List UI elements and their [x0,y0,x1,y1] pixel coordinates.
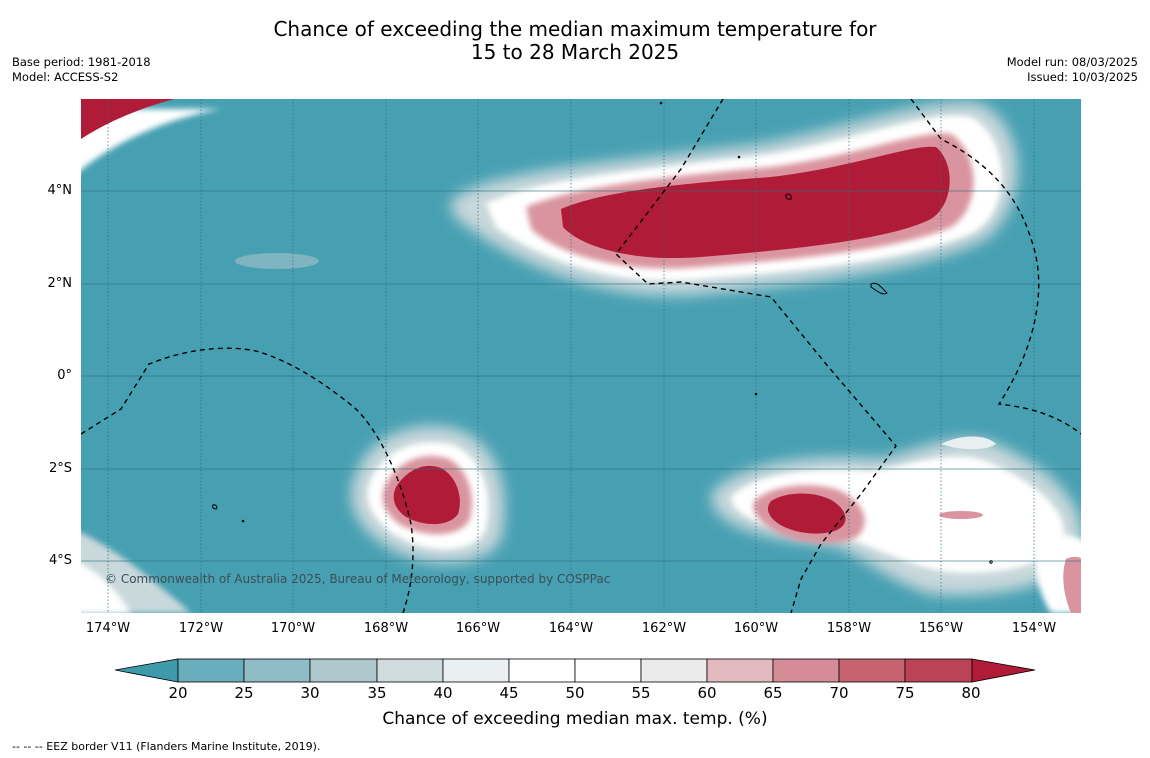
colorbar-bin [243,658,311,683]
lon-label-174w: 174°W [85,621,131,636]
colorbar-bin [442,658,510,683]
colorbar-bin [706,658,774,683]
colorbar-tick: 50 [565,684,585,702]
map-panel[interactable]: © Commonwealth of Australia 2025, Bureau… [81,99,1081,613]
issued-date: Issued: 10/03/2025 [1027,70,1138,84]
lon-label-162w: 162°W [641,621,687,636]
anomaly-region-southwest-corner [81,532,191,613]
anomaly-region-northeast [450,102,1018,296]
colorbar-bin [574,658,642,683]
colorbar-tick: 65 [763,684,783,702]
anomaly-region-northwest [81,99,221,171]
latitude-lines [81,190,1081,562]
title-line-2: 15 to 28 March 2025 [470,40,680,64]
colorbar-tick: 25 [234,684,254,702]
colorbar-bin [838,658,906,683]
forecast-map [81,99,1081,613]
lat-label-4n: 4°N [47,183,73,198]
islands [212,101,993,564]
eez-footnote: -- -- -- EEZ border V11 (Flanders Marine… [12,740,321,753]
lon-label-158w: 158°W [826,621,872,636]
lon-label-170w: 170°W [270,621,316,636]
copyright-notice: © Commonwealth of Australia 2025, Bureau… [105,572,611,586]
colorbar-bin [309,658,378,683]
base-period: Base period: 1981-2018 [12,55,151,69]
colorbar-bin [772,658,840,683]
colorbar-tick: 75 [895,684,915,702]
meta-right: Model run: 08/03/2025 Issued: 10/03/2025 [1007,55,1138,85]
gridlines [107,99,1035,613]
anomaly-region-south-central [351,426,505,564]
colorbar-tick: 70 [829,684,849,702]
lon-label-156w: 156°W [918,621,964,636]
anomaly-region-southeast [711,436,1081,596]
colorbar-tick: 40 [433,684,453,702]
colorbar-tick: 80 [961,684,981,702]
lon-label-160w: 160°W [733,621,779,636]
colorbar [115,658,1036,683]
meta-left: Base period: 1981-2018 Model: ACCESS-S2 [12,55,151,85]
lat-label-equator: 0° [57,368,72,383]
eez-borders [81,99,1081,613]
lat-label-4s: 4°S [48,553,72,568]
colorbar-bin [177,658,245,683]
colorbar-bin [640,658,708,683]
colorbar-tick: 20 [168,684,188,702]
colorbar-tick: 30 [300,684,320,702]
colorbar-above-arrow [971,658,1036,683]
colorbar-tick: 60 [697,684,717,702]
title-line-1: Chance of exceeding the median maximum t… [273,17,877,41]
colorbar-tick: 35 [367,684,387,702]
model-name: Model: ACCESS-S2 [12,70,119,84]
model-run: Model run: 08/03/2025 [1006,55,1138,69]
lon-label-154w: 154°W [1011,621,1057,636]
anomaly-region-small [235,253,319,269]
lon-label-164w: 164°W [548,621,594,636]
lat-label-2n: 2°N [47,276,73,291]
colorbar-bin [508,658,576,683]
anomaly-region-southeast-corner [1035,534,1081,613]
colorbar-tick: 45 [499,684,519,702]
lon-label-172w: 172°W [178,621,224,636]
colorbar-label: Chance of exceeding median max. temp. (%… [382,709,768,729]
colorbar-tick: 55 [631,684,651,702]
colorbar-bin [904,658,973,683]
lat-label-2s: 2°S [48,461,72,476]
lon-label-166w: 166°W [455,621,501,636]
colorbar-bin [376,658,444,683]
lon-label-168w: 168°W [363,621,409,636]
colorbar-below-arrow [115,658,179,683]
map-title: Chance of exceeding the median maximum t… [0,18,1150,64]
